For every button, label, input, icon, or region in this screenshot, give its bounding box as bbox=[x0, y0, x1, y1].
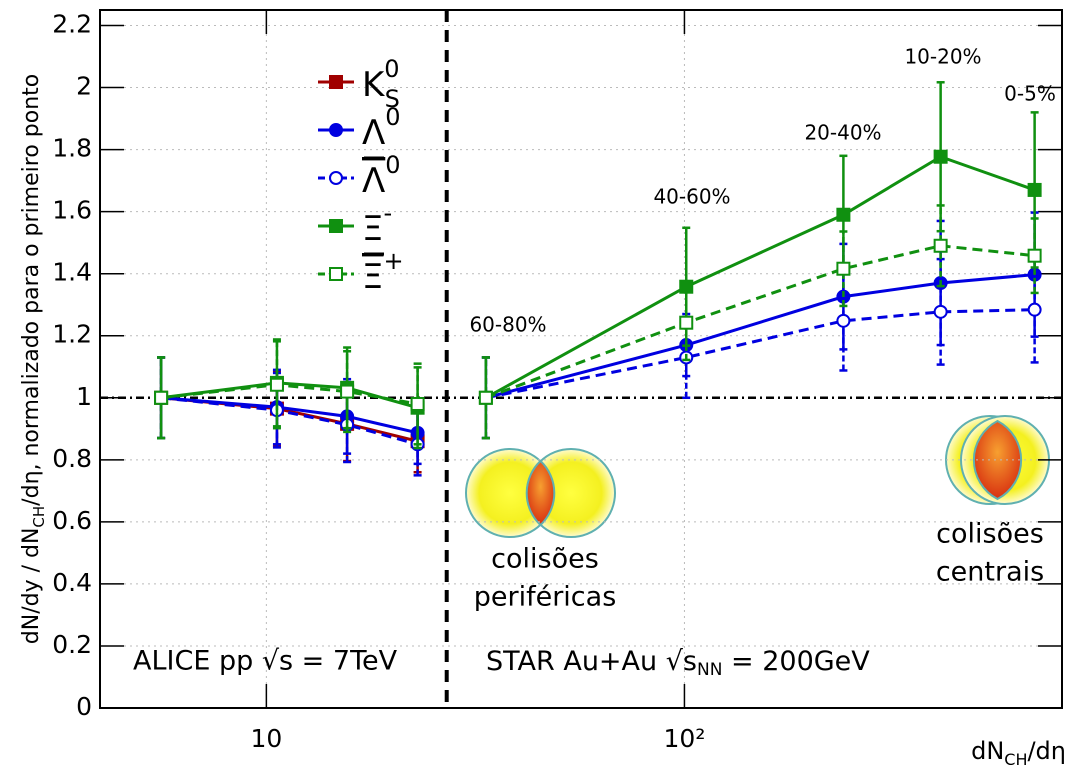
legend-name: K bbox=[362, 65, 386, 105]
legend-label: Λ0 bbox=[362, 151, 401, 201]
series-line bbox=[160, 396, 418, 435]
legend-marker bbox=[329, 171, 343, 185]
centrality-label: 60-80% bbox=[469, 313, 546, 337]
x-tick-label: 10 bbox=[250, 724, 282, 753]
y-axis-title-part: /dη, normalizado para o primeiro ponto bbox=[19, 74, 44, 506]
central-label: centrais bbox=[936, 557, 1044, 588]
centrality-label: 0-5% bbox=[1004, 82, 1056, 106]
legend-name: Λ bbox=[362, 161, 385, 201]
y-tick-label: 0.8 bbox=[52, 444, 92, 473]
y-tick-label: 1.2 bbox=[52, 320, 92, 349]
data-point bbox=[340, 384, 355, 399]
legend-name: Λ bbox=[362, 113, 385, 153]
series bbox=[154, 255, 1042, 477]
star-label-part: NN bbox=[697, 660, 722, 680]
star-label: STAR Au+Au √sNN = 200GeV bbox=[486, 646, 870, 681]
data-point bbox=[1027, 302, 1042, 317]
data-point bbox=[154, 390, 169, 405]
legend-sup: 0 bbox=[384, 55, 399, 83]
legend-sup: 0 bbox=[385, 103, 400, 131]
y-axis-title-part: CH bbox=[30, 506, 48, 528]
legend-marker bbox=[329, 219, 343, 233]
star-label-part: = 200GeV bbox=[722, 646, 870, 677]
x-axis-title-part: CH bbox=[1004, 750, 1027, 769]
y-tick-label: 2 bbox=[76, 72, 92, 101]
y-tick-label: 0.2 bbox=[52, 630, 92, 659]
legend-sup: + bbox=[383, 247, 403, 275]
data-point bbox=[836, 313, 851, 328]
data-point bbox=[933, 149, 948, 164]
series-line bbox=[485, 308, 1035, 400]
plot-frame bbox=[99, 9, 1063, 709]
y-tick-label: 0.4 bbox=[52, 568, 92, 597]
peripheral-label: periféricas bbox=[474, 582, 617, 613]
y-tick-label: 1.8 bbox=[52, 134, 92, 163]
series bbox=[154, 211, 1042, 466]
series bbox=[154, 204, 1042, 446]
peripheral-label: colisões bbox=[491, 544, 599, 575]
y-axis-title: dN/dy / dNCH/dη, normalizado para o prim… bbox=[19, 74, 48, 644]
legend-label: K0 S bbox=[362, 55, 400, 113]
data-point bbox=[933, 304, 948, 319]
series-line bbox=[160, 396, 418, 443]
data-point bbox=[478, 390, 493, 405]
legend-sup: - bbox=[383, 199, 392, 227]
legend-label: Λ0 bbox=[362, 103, 401, 153]
legend-marker bbox=[329, 267, 343, 281]
y-tick-label: 0 bbox=[76, 692, 92, 721]
series-line bbox=[160, 381, 419, 410]
central-icon bbox=[945, 415, 1050, 505]
data-point bbox=[269, 377, 284, 392]
x-axis-title-part: /dη bbox=[1027, 737, 1066, 765]
star-label-part: STAR Au+Au √s bbox=[486, 646, 697, 677]
central-label: colisões bbox=[936, 519, 1044, 550]
data-point bbox=[410, 396, 425, 411]
series-line bbox=[485, 155, 1036, 400]
centrality-label: 20-40% bbox=[804, 121, 881, 145]
x-axis-title: dNCH/dη bbox=[971, 737, 1066, 769]
alice-label: ALICE pp √s = 7TeV bbox=[133, 646, 398, 677]
y-tick-label: 0.6 bbox=[52, 506, 92, 535]
data-point bbox=[836, 207, 851, 222]
series-line bbox=[160, 383, 418, 406]
data-point bbox=[933, 238, 948, 253]
data-point bbox=[1027, 182, 1042, 197]
legend-label: Ξ- bbox=[362, 199, 392, 249]
x-axis-title-part: dN bbox=[971, 737, 1004, 765]
legend-marker bbox=[329, 75, 343, 89]
legend-marker bbox=[329, 123, 343, 137]
centrality-label: 40-60% bbox=[653, 185, 730, 209]
y-tick-label: 2.2 bbox=[52, 10, 92, 39]
series bbox=[154, 81, 1042, 450]
data-point bbox=[679, 315, 694, 330]
y-tick-label: 1 bbox=[76, 382, 92, 411]
y-tick-label: 1.6 bbox=[52, 196, 92, 225]
peripheral-icon bbox=[465, 448, 616, 538]
legend-name: Ξ bbox=[362, 209, 383, 249]
x-tick-label: 10² bbox=[664, 724, 706, 753]
series-line bbox=[160, 396, 418, 446]
y-tick-label: 1.4 bbox=[52, 258, 92, 287]
centrality-label: 10-20% bbox=[904, 45, 981, 69]
legend-label: Ξ+ bbox=[362, 247, 404, 297]
series bbox=[154, 356, 425, 474]
data-point bbox=[1027, 248, 1042, 263]
y-axis-title-part: dN/dy / dN bbox=[19, 528, 44, 645]
data-point bbox=[836, 261, 851, 276]
legend-sub: S bbox=[385, 85, 400, 113]
legend-sup: 0 bbox=[385, 151, 400, 179]
legend-name: Ξ bbox=[362, 257, 383, 297]
